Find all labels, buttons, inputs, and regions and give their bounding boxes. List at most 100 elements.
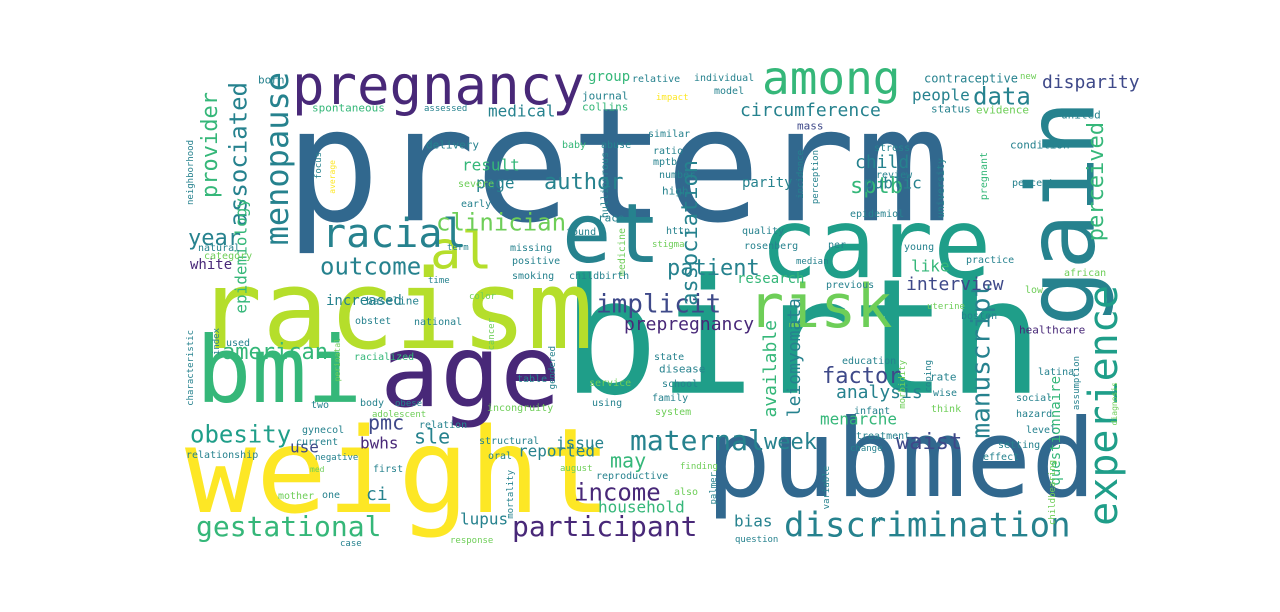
word-public: public [864,173,922,192]
word-gestational: gestational [196,510,381,543]
word-research: research [737,271,804,287]
word-age: age [380,313,561,430]
word-university: university [936,158,947,218]
word-previous: previous [826,280,874,291]
word-week: week [764,430,817,455]
word-latina: latina [1038,367,1074,378]
word-baseline: baseline [366,295,419,308]
word-case: case [340,539,362,549]
word-baby: baby [562,140,586,151]
word-spontaneous: spontaneous [312,102,385,115]
word-result: result [462,155,520,174]
word-racial: racial [322,211,467,257]
word-al: al [430,222,493,282]
word-medicine: medicine [617,228,628,276]
word-pubmed: pubmed [706,397,1096,522]
word-household: household [598,497,685,516]
word-menarche: menarche [820,409,897,428]
word-infant: infant [854,406,890,417]
word-gynecol: gynecol [302,425,344,436]
word-current: current [296,437,338,448]
word-obstet: obstet [355,316,391,327]
word-per: per [828,240,846,251]
word-epidemiol: epidemiol [850,209,904,220]
word-pmc: pmc [368,411,404,435]
word-ci: ci [366,484,388,505]
word-lupus: lupus [460,509,508,528]
word-uterine: uterine [927,302,965,312]
word-gain: gain [1007,100,1116,326]
word-using: using [592,398,622,409]
word-american: american [222,340,328,365]
word-gendered: gendered [548,346,558,389]
word-oral: oral [488,451,512,462]
word-body: body [360,398,384,409]
word-care: care [760,188,991,300]
word-state: state [654,352,684,363]
word-african: african [1064,268,1106,279]
word-group: group [588,69,630,85]
word-education: education [842,356,896,367]
word-data: data [973,83,1031,111]
word-national: national [414,317,462,328]
word-reported: reported [518,441,595,460]
word-social: social [1016,393,1052,404]
word-model: model [714,86,744,97]
word-healthcare: healthcare [1019,324,1085,337]
word-discrimination: discrimination [784,506,1071,546]
word-assumption: assumption [1072,356,1082,410]
word-august: august [560,464,593,474]
word-year: year [188,226,241,251]
word-waist: waist [896,430,962,455]
word-family: family [652,393,688,404]
word-first: first [373,464,403,475]
word-factor: factor [822,364,901,389]
word-parity: parity [742,175,793,191]
word-service: service [589,378,631,389]
word-abuse: abuse [601,140,631,151]
word-racism: racism [196,246,593,374]
word-adolescent: adolescent [372,410,426,420]
word-relation: relation [419,420,467,431]
word-median: median [796,257,829,267]
word-people: people [912,85,970,104]
word-medical: medical [488,101,555,120]
word-smoking: smoking [512,271,554,282]
word-also: also [674,487,698,498]
word-relative: relative [632,74,680,85]
word-menopause: menopause [258,72,296,245]
word-question: question [735,535,778,545]
word-natural: natural [198,243,240,254]
word-delivery: delivery [426,139,479,152]
word-manuscript: manuscript [966,282,996,439]
word-negative: negative [315,453,358,463]
word-change: change [850,444,883,454]
word-among: among [762,51,900,105]
word-rate: rate [930,371,957,384]
word-review: review [876,170,913,181]
word-race: race [598,212,625,225]
word-variable: variable [822,466,832,509]
word-high: high [662,185,689,198]
word-structural: structural [479,436,539,447]
word-average: average [328,160,337,194]
word-sle: sle [414,425,450,449]
word-issue: issue [556,433,604,452]
word-pregnant: pregnant [979,152,990,200]
word-used: used [226,338,250,349]
word-index: index [212,327,222,355]
word-one: one [322,490,340,501]
word-bwhs: bwhs [360,433,399,452]
word-practice: practice [966,255,1014,266]
word-sptb: sptb [850,174,903,199]
word-mortality: mortality [506,469,516,518]
word-or: or [872,515,883,525]
word-obese: obese [395,399,422,409]
word-childbirth: childbirth [569,271,629,282]
word-response: response [450,536,493,546]
word-evidence: evidence [976,104,1029,117]
word-racialized: racialized [354,352,414,363]
word-percent: percent [1012,178,1054,189]
word-incongruity: incongruity [487,403,553,414]
word-maternal: maternal [630,424,765,457]
